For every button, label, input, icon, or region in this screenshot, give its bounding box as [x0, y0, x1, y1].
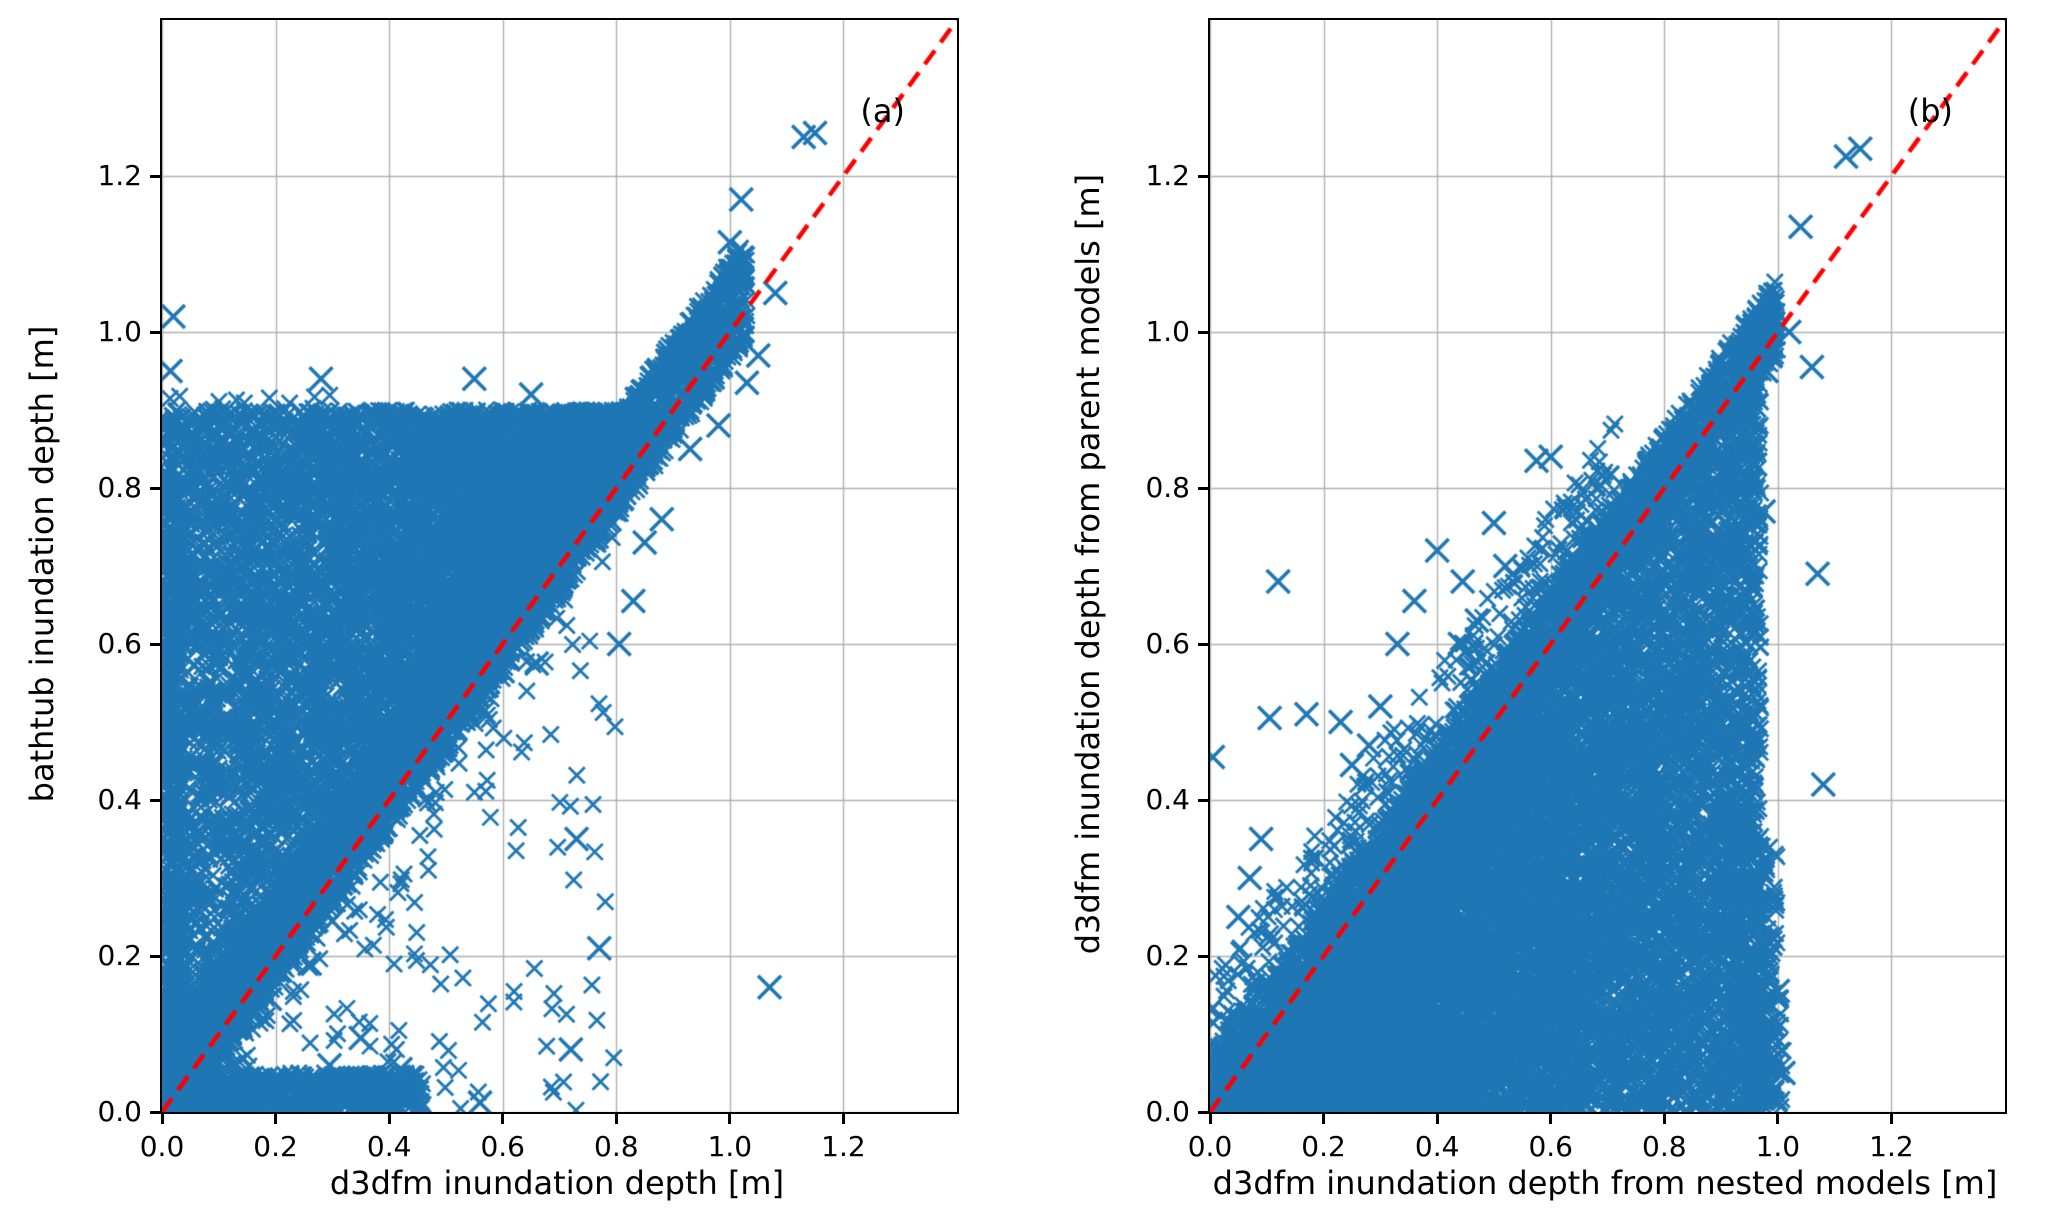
y-tick-mark — [1198, 954, 1208, 958]
y-tick-label: 0.8 — [97, 471, 142, 504]
y-tick-mark — [1198, 174, 1208, 178]
panel-b-canvas — [1210, 20, 2005, 1112]
x-tick-label: 0.4 — [366, 1130, 412, 1163]
x-tick-mark — [160, 1114, 164, 1124]
y-tick-label: 1.0 — [1145, 315, 1190, 348]
x-tick-mark — [841, 1114, 845, 1124]
x-tick-mark — [1662, 1114, 1666, 1124]
y-tick-label: 0.0 — [1145, 1095, 1190, 1128]
panel-a-label: (a) — [860, 92, 905, 130]
x-tick-mark — [1889, 1114, 1893, 1124]
x-tick-label: 1.0 — [1755, 1130, 1801, 1163]
x-tick-label: 0.4 — [1414, 1130, 1460, 1163]
panel-b-xlabel: d3dfm inundation depth from nested model… — [1212, 1164, 1998, 1202]
y-tick-label: 1.2 — [97, 159, 142, 192]
y-tick-mark — [150, 330, 160, 334]
x-tick-label: 0.0 — [1187, 1130, 1233, 1163]
x-tick-label: 0.0 — [139, 1130, 185, 1163]
x-tick-label: 1.0 — [707, 1130, 753, 1163]
panel-a-ylabel: bathtub inundation depth [m] — [23, 325, 61, 803]
y-tick-mark — [1198, 1110, 1208, 1114]
y-tick-label: 1.2 — [1145, 159, 1190, 192]
panel-a-canvas — [162, 20, 957, 1112]
x-tick-label: 0.6 — [480, 1130, 525, 1163]
x-tick-mark — [728, 1114, 732, 1124]
panel-b-ylabel: d3dfm inundation depth from parent model… — [1069, 173, 1107, 955]
panel-b-plot-area: (b) — [1208, 18, 2007, 1114]
y-tick-mark — [150, 798, 160, 802]
x-tick-label: 0.6 — [1528, 1130, 1573, 1163]
y-tick-label: 0.2 — [97, 939, 142, 972]
x-tick-label: 1.2 — [1869, 1130, 1914, 1163]
y-tick-label: 0.4 — [1145, 783, 1190, 816]
x-tick-label: 0.8 — [1642, 1130, 1687, 1163]
y-tick-mark — [1198, 486, 1208, 490]
y-tick-label: 1.0 — [97, 315, 142, 348]
y-tick-label: 0.6 — [97, 627, 142, 660]
panel-a-plot-area: (a) — [160, 18, 959, 1114]
x-tick-mark — [1322, 1114, 1326, 1124]
y-tick-mark — [1198, 330, 1208, 334]
y-tick-mark — [150, 486, 160, 490]
y-tick-label: 0.8 — [1145, 471, 1190, 504]
x-tick-label: 0.2 — [1301, 1130, 1346, 1163]
y-tick-mark — [1198, 642, 1208, 646]
y-tick-mark — [150, 174, 160, 178]
x-tick-mark — [387, 1114, 391, 1124]
x-tick-mark — [274, 1114, 278, 1124]
y-tick-label: 0.2 — [1145, 939, 1190, 972]
x-tick-mark — [501, 1114, 505, 1124]
x-tick-label: 1.2 — [821, 1130, 866, 1163]
y-tick-mark — [150, 954, 160, 958]
y-tick-label: 0.6 — [1145, 627, 1190, 660]
panel-a-xlabel: d3dfm inundation depth [m] — [329, 1164, 785, 1202]
y-tick-mark — [1198, 798, 1208, 802]
x-tick-mark — [1208, 1114, 1212, 1124]
x-tick-label: 0.8 — [594, 1130, 639, 1163]
x-tick-label: 0.2 — [253, 1130, 298, 1163]
x-tick-mark — [614, 1114, 618, 1124]
y-tick-mark — [150, 642, 160, 646]
panel-b-label: (b) — [1907, 92, 1953, 130]
y-tick-label: 0.0 — [97, 1095, 142, 1128]
y-tick-label: 0.4 — [97, 783, 142, 816]
y-tick-mark — [150, 1110, 160, 1114]
x-tick-mark — [1549, 1114, 1553, 1124]
x-tick-mark — [1776, 1114, 1780, 1124]
x-tick-mark — [1435, 1114, 1439, 1124]
